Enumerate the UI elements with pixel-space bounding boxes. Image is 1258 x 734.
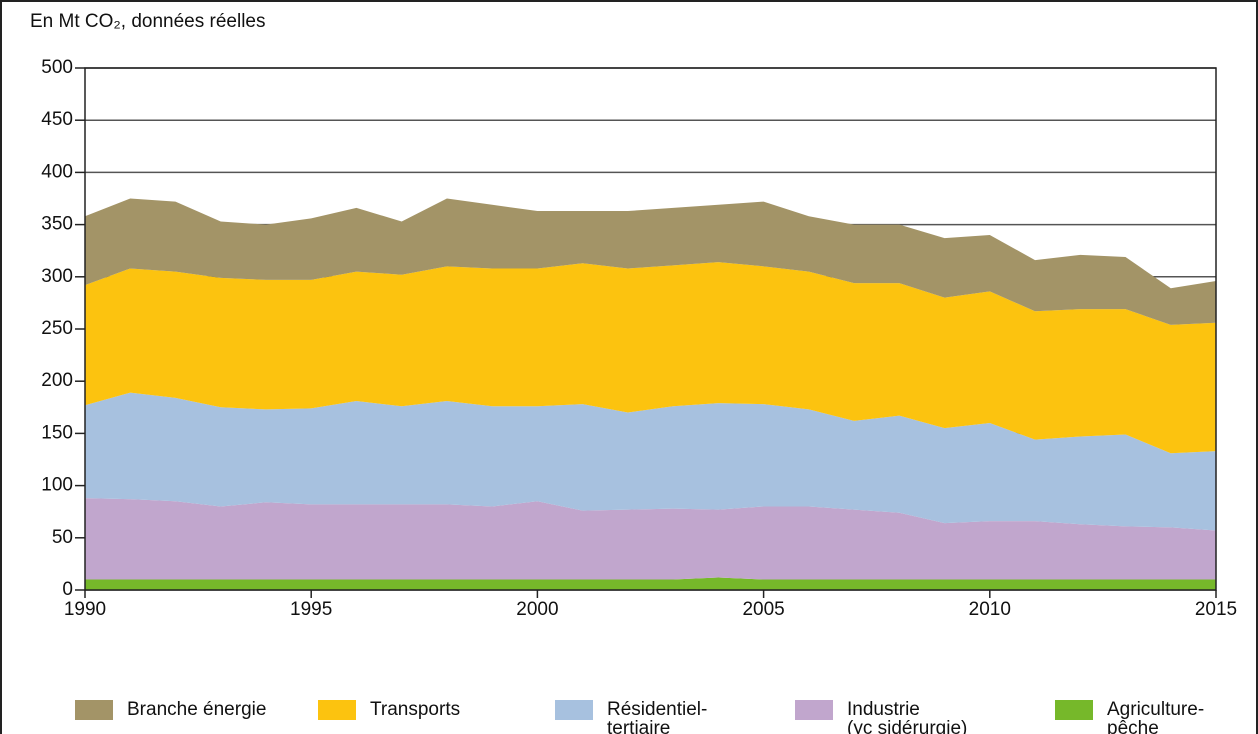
legend-item: Industrie (yc sidérurgie) bbox=[795, 700, 967, 734]
legend-label: Agriculture- pêche bbox=[1107, 699, 1205, 734]
legend-label: Industrie (yc sidérurgie) bbox=[847, 699, 968, 734]
x-tick-label: 2015 bbox=[1195, 599, 1237, 620]
y-tick-label: 500 bbox=[41, 57, 73, 78]
x-tick-label: 2005 bbox=[742, 599, 784, 620]
area bbox=[85, 262, 1216, 454]
x-tick-label: 1990 bbox=[64, 599, 106, 620]
legend-item: Branche énergie bbox=[75, 700, 266, 720]
legend-label: Branche énergie bbox=[127, 699, 267, 720]
x-tick-label: 2010 bbox=[969, 599, 1011, 620]
area bbox=[85, 498, 1216, 580]
legend-item: Transports bbox=[318, 700, 460, 720]
y-tick-label: 150 bbox=[41, 422, 73, 443]
x-tick-label: 2000 bbox=[516, 599, 558, 620]
legend-item: Résidentiel- tertiaire bbox=[555, 700, 707, 734]
y-tick-label: 200 bbox=[41, 370, 73, 391]
legend-swatch bbox=[795, 700, 833, 720]
legend-swatch bbox=[1055, 700, 1093, 720]
legend-swatch bbox=[555, 700, 593, 720]
legend-label: Transports bbox=[370, 699, 461, 720]
y-tick-label: 100 bbox=[41, 475, 73, 496]
y-tick-label: 50 bbox=[52, 527, 73, 548]
y-tick-label: 350 bbox=[41, 214, 73, 235]
area bbox=[85, 577, 1216, 590]
y-tick-label: 250 bbox=[41, 318, 73, 339]
legend-swatch bbox=[318, 700, 356, 720]
y-tick-label: 0 bbox=[62, 579, 73, 600]
plot-frame bbox=[84, 67, 1217, 591]
chart-title: En Mt CO₂, données réelles bbox=[30, 11, 266, 32]
y-tick-label: 400 bbox=[41, 161, 73, 182]
y-tick-label: 300 bbox=[41, 266, 73, 287]
area bbox=[85, 198, 1216, 325]
legend-label: Résidentiel- tertiaire bbox=[607, 699, 708, 734]
x-tick-label: 1995 bbox=[290, 599, 332, 620]
legend-item: Agriculture- pêche bbox=[1055, 700, 1204, 734]
area bbox=[85, 392, 1216, 531]
y-tick-label: 450 bbox=[41, 109, 73, 130]
legend-swatch bbox=[75, 700, 113, 720]
